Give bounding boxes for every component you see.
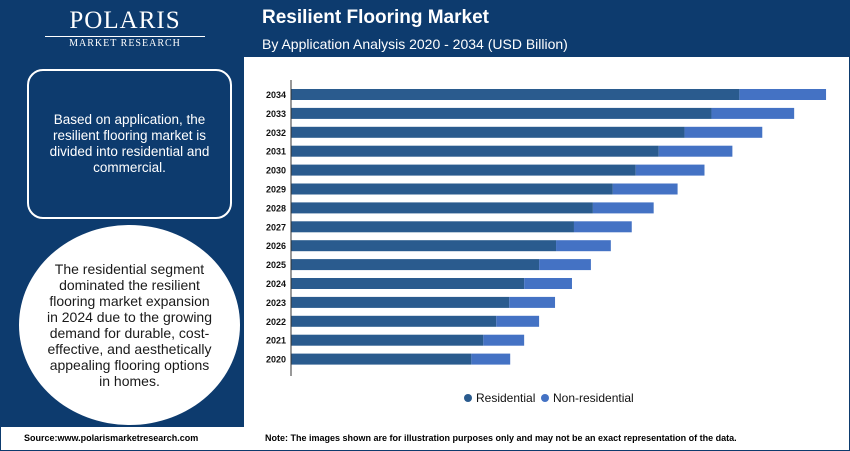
- bar-non-residential-2027: [573, 221, 632, 233]
- note-text: Note: The images shown are for illustrat…: [265, 433, 737, 443]
- bars-group: [291, 89, 827, 365]
- bar-residential-2030: [291, 164, 636, 176]
- bar-residential-2023: [291, 296, 510, 308]
- bar-non-residential-2028: [592, 202, 654, 214]
- bar-residential-2027: [291, 221, 574, 233]
- y-tick-label: 2021: [266, 336, 286, 346]
- legend: Residential Non-residential: [464, 391, 634, 405]
- y-tick-label: 2034: [266, 90, 286, 100]
- left-panel: POLARIS MARKET RESEARCH Based on applica…: [1, 1, 244, 427]
- footer: Source:www.polarismarketresearch.com Not…: [0, 428, 850, 450]
- legend-marker-non-residential: [541, 394, 549, 402]
- bar-non-residential-2029: [612, 183, 678, 195]
- bar-residential-2020: [291, 353, 472, 365]
- bar-non-residential-2030: [635, 164, 705, 176]
- bar-residential-2031: [291, 145, 659, 157]
- bar-residential-2034: [291, 89, 740, 100]
- segment-description-text: Based on application, the resilient floo…: [49, 112, 210, 175]
- insight-text: The residential segment dominated the re…: [46, 261, 212, 389]
- logo-name: POLARIS: [69, 7, 181, 34]
- bar-non-residential-2023: [509, 296, 556, 308]
- bar-non-residential-2021: [483, 334, 525, 346]
- chart-subtitle: By Application Analysis 2020 - 2034 (USD…: [262, 36, 568, 52]
- bar-residential-2029: [291, 183, 613, 195]
- bar-residential-2026: [291, 240, 557, 252]
- bar-residential-2024: [291, 278, 525, 289]
- chart-header: Resilient Flooring Market By Application…: [244, 1, 849, 57]
- bar-non-residential-2032: [684, 126, 763, 138]
- bar-non-residential-2020: [471, 353, 511, 365]
- chart-title: Resilient Flooring Market: [262, 7, 489, 28]
- insight-circle: The residential segment dominated the re…: [19, 225, 240, 425]
- source-text: Source:www.polarismarketresearch.com: [24, 433, 199, 443]
- legend-label-non-residential: Non-residential: [553, 391, 634, 405]
- bar-residential-2033: [291, 107, 712, 119]
- logo: POLARIS MARKET RESEARCH: [45, 7, 205, 49]
- bar-non-residential-2034: [739, 89, 827, 100]
- bar-non-residential-2031: [658, 145, 733, 157]
- y-tick-label: 2026: [266, 241, 286, 251]
- y-tick-label: 2029: [266, 185, 286, 195]
- y-tick-label: 2023: [266, 298, 286, 308]
- bar-residential-2021: [291, 334, 484, 346]
- y-tick-label: 2028: [266, 203, 286, 213]
- y-tick-label: 2025: [266, 260, 286, 270]
- legend-label-residential: Residential: [476, 391, 535, 405]
- bar-residential-2022: [291, 315, 497, 327]
- logo-tagline: MARKET RESEARCH: [45, 36, 205, 49]
- bar-non-residential-2026: [556, 240, 611, 252]
- bar-non-residential-2024: [524, 278, 572, 289]
- y-tick-label: 2033: [266, 109, 286, 119]
- legend-marker-residential: [464, 394, 472, 402]
- y-tick-label: 2032: [266, 128, 286, 138]
- bar-chart: 2034 2033 2032 2031 2030 2029 2028 2027 2026 2025…: [266, 80, 827, 405]
- bar-residential-2032: [291, 126, 685, 138]
- bar-non-residential-2022: [496, 315, 540, 327]
- y-tick-label: 2022: [266, 317, 286, 327]
- y-tick-label: 2027: [266, 222, 286, 232]
- bar-residential-2028: [291, 202, 593, 214]
- y-tick-labels: 2034 2033 2032 2031 2030 2029 2028 2027 2026 2025…: [266, 90, 286, 365]
- y-tick-label: 2030: [266, 166, 286, 176]
- bar-non-residential-2025: [539, 259, 591, 271]
- y-tick-label: 2031: [266, 147, 286, 157]
- y-tick-label: 2024: [266, 279, 286, 289]
- y-tick-label: 2020: [266, 355, 286, 365]
- bar-non-residential-2033: [711, 107, 795, 119]
- bar-residential-2025: [291, 259, 540, 271]
- segment-description-box: Based on application, the resilient floo…: [27, 69, 232, 219]
